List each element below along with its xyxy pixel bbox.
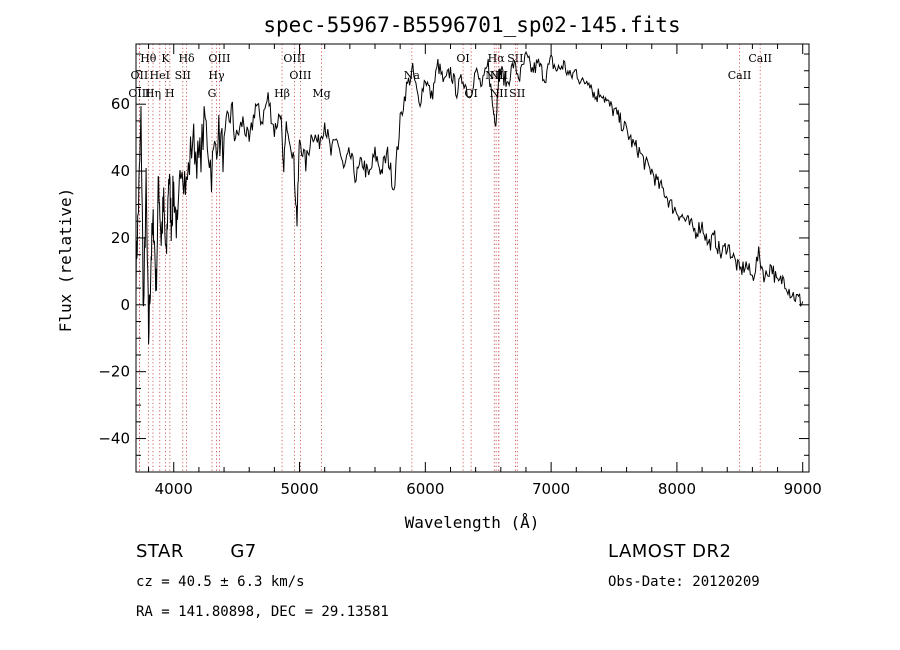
spectral-line-label: SII: [175, 69, 191, 82]
spectral-line-label: Mg: [312, 87, 330, 100]
spectral-line-label: Hβ: [274, 87, 290, 100]
object-subclass-text: G7: [230, 541, 257, 562]
spectral-line-label: Hγ: [208, 69, 225, 82]
spectral-line-label: H: [165, 87, 175, 100]
axis-ticks: 4000 5000 6000 7000 8000 9000 −40 −20 0 20 40 60: [98, 44, 822, 498]
x-tick-label: 9000: [784, 480, 822, 498]
x-tick-label: 4000: [155, 480, 193, 498]
object-class: STAR G7: [136, 541, 257, 562]
spectral-line-label: OIII: [283, 52, 305, 65]
observation-date: Obs-Date: 20120209: [608, 574, 760, 590]
x-tick-label: 7000: [532, 480, 570, 498]
ra-dec-coordinates: RA = 141.80898, DEC = 29.13581: [136, 604, 389, 620]
spectral-line-label: Hα: [488, 52, 506, 65]
spectral-line-label: OIII: [208, 52, 230, 65]
spectral-line-label: CaII: [728, 69, 752, 82]
object-class-text: STAR: [136, 541, 184, 562]
spectral-line-label: HeI: [150, 69, 170, 82]
y-axis-label: Flux (relative): [56, 188, 75, 333]
spectral-line-label: Hη: [145, 87, 161, 100]
x-axis-label: Wavelength (Å): [405, 513, 540, 532]
spectral-line-label: G: [208, 87, 217, 100]
chart-title: spec-55967-B5596701_sp02-145.fits: [263, 13, 680, 37]
y-tick-label: 60: [111, 95, 130, 113]
spectral-line-label: OII: [131, 69, 149, 82]
spectrum-series-line: [135, 50, 804, 345]
spectral-line-label: OIII: [128, 87, 150, 100]
spectral-line-label: K: [161, 52, 170, 65]
spectral-line-label: SII: [507, 52, 523, 65]
y-tick-label: 0: [120, 296, 130, 314]
x-tick-label: 6000: [406, 480, 444, 498]
spectral-line-label: SII: [509, 87, 525, 100]
spectral-line-label: Hθ: [140, 52, 157, 65]
x-tick-label: 8000: [658, 480, 696, 498]
y-tick-label: 20: [111, 229, 130, 247]
y-tick-label: −20: [98, 363, 130, 381]
spectral-line-label: OI: [456, 52, 469, 65]
spectral-line-label: CaII: [748, 52, 772, 65]
y-tick-label: 40: [111, 162, 130, 180]
plot-frame: [135, 43, 810, 473]
y-tick-label: −40: [98, 430, 130, 448]
redshift-cz: cz = 40.5 ± 6.3 km/s: [136, 574, 305, 590]
spectral-line-label: Hδ: [178, 52, 195, 65]
spectral-line-label: OIII: [289, 69, 311, 82]
survey-name: LAMOST DR2: [608, 541, 732, 562]
spectrum-chart: spec-55967-B5596701_sp02-145.fits Hθ K Hδ O…: [56, 13, 822, 532]
x-tick-label: 5000: [280, 480, 318, 498]
spectral-line-label: NII: [490, 87, 508, 100]
